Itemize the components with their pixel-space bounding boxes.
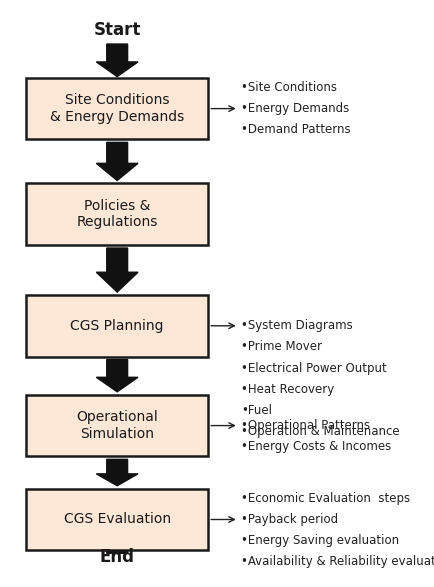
Polygon shape bbox=[96, 546, 138, 553]
Text: •Fuel: •Fuel bbox=[241, 404, 272, 417]
Polygon shape bbox=[96, 44, 138, 77]
Text: CGS Evaluation: CGS Evaluation bbox=[64, 512, 171, 527]
Text: •System Diagrams: •System Diagrams bbox=[241, 319, 352, 332]
Text: •Payback period: •Payback period bbox=[241, 513, 338, 526]
Text: •Electrical Power Output: •Electrical Power Output bbox=[241, 362, 387, 375]
Text: •Economic Evaluation  steps: •Economic Evaluation steps bbox=[241, 492, 410, 505]
Bar bbox=[26, 295, 208, 356]
Text: •Availability & Reliability evaluation: •Availability & Reliability evaluation bbox=[241, 555, 434, 568]
Text: •Operational Patterns: •Operational Patterns bbox=[241, 419, 370, 432]
Text: Operational
Simulation: Operational Simulation bbox=[76, 410, 158, 441]
Polygon shape bbox=[96, 359, 138, 392]
Text: •Energy Costs & Incomes: •Energy Costs & Incomes bbox=[241, 440, 391, 453]
Text: •Prime Mover: •Prime Mover bbox=[241, 340, 322, 353]
Text: •Operation & Maintenance: •Operation & Maintenance bbox=[241, 425, 399, 438]
Bar bbox=[26, 394, 208, 457]
Text: •Energy Demands: •Energy Demands bbox=[241, 102, 349, 115]
Polygon shape bbox=[96, 143, 138, 181]
Text: Policies &
Regulations: Policies & Regulations bbox=[76, 199, 158, 230]
Text: CGS Planning: CGS Planning bbox=[70, 319, 164, 333]
Polygon shape bbox=[96, 459, 138, 486]
Text: •Energy Saving evaluation: •Energy Saving evaluation bbox=[241, 534, 399, 547]
Bar bbox=[26, 488, 208, 551]
Text: •Demand Patterns: •Demand Patterns bbox=[241, 123, 351, 136]
Text: Site Conditions
& Energy Demands: Site Conditions & Energy Demands bbox=[50, 93, 184, 124]
Text: •Heat Recovery: •Heat Recovery bbox=[241, 383, 334, 396]
Text: •Site Conditions: •Site Conditions bbox=[241, 81, 337, 94]
Bar bbox=[26, 183, 208, 245]
Polygon shape bbox=[96, 248, 138, 292]
Text: Start: Start bbox=[93, 21, 141, 39]
Bar bbox=[26, 78, 208, 140]
Text: End: End bbox=[100, 548, 135, 566]
